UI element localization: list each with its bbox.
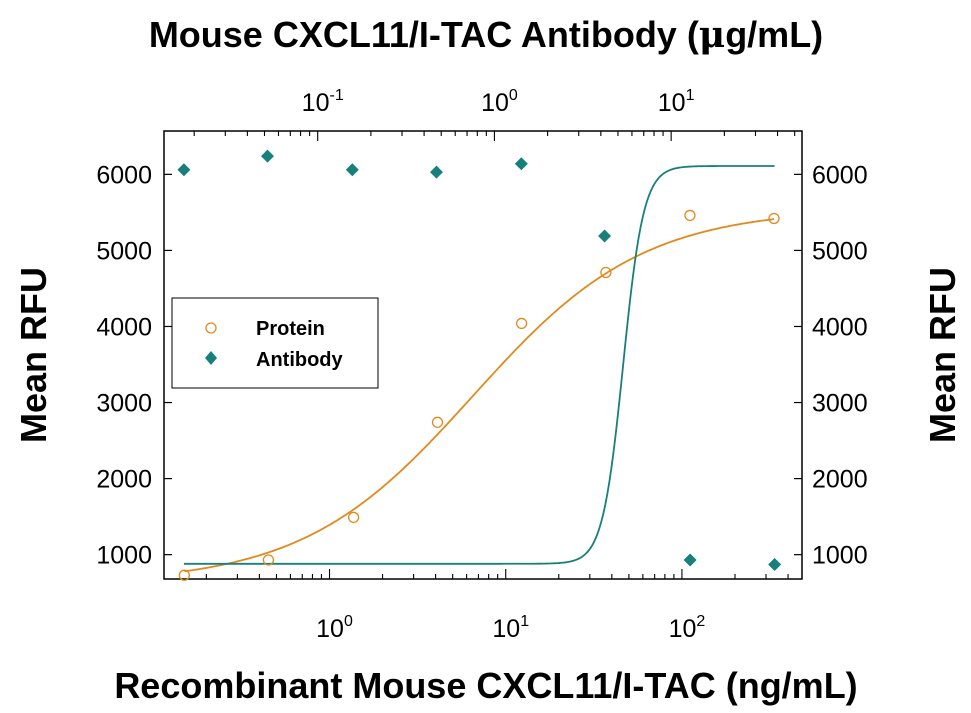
antibody-data-point xyxy=(683,553,697,567)
x-bottom-tick-label: 102 xyxy=(669,613,706,643)
antibody-fit-curve xyxy=(183,165,775,565)
x-axis-label: Recombinant Mouse CXCL11/I-TAC (ng/mL) xyxy=(114,665,857,706)
y-tick-label-right: 6000 xyxy=(812,161,868,189)
legend-box xyxy=(171,297,379,389)
chart-title: Mouse CXCL11/I-TAC Antibody (μg/mL) xyxy=(149,14,823,56)
y-tick-label-right: 2000 xyxy=(812,466,868,494)
axis-ticks: 1000 1000 2000 2000 3000 3000 4000 4000 5000 5000… xyxy=(96,87,867,643)
protein-data-point xyxy=(178,569,190,581)
y-tick-label-right: 1000 xyxy=(812,542,868,570)
antibody-data-point xyxy=(177,163,191,177)
y-axis-label-left: Mean RFU xyxy=(13,267,54,443)
x-top-tick-label: 10-1 xyxy=(302,87,344,117)
data-points xyxy=(177,149,782,581)
y-tick-label-left: 3000 xyxy=(96,390,152,418)
y-axis-label-right: Mean RFU xyxy=(922,267,963,443)
legend: Protein Antibody xyxy=(171,297,379,389)
protein-data-point xyxy=(347,511,360,524)
y-tick-label-left: 1000 xyxy=(96,542,152,570)
y-tick-label-left: 2000 xyxy=(96,466,152,494)
x-bottom-tick-label: 100 xyxy=(316,613,353,643)
protein-data-point xyxy=(768,212,780,225)
y-tick-label-right: 5000 xyxy=(812,237,868,265)
legend-protein-label: Protein xyxy=(256,318,325,340)
protein-data-point xyxy=(515,317,528,330)
protein-data-point xyxy=(431,416,444,428)
antibody-data-point xyxy=(345,163,359,177)
antibody-data-point xyxy=(768,558,782,572)
legend-protein-marker-icon xyxy=(205,322,217,334)
legend-antibody-marker-icon xyxy=(205,351,217,365)
y-tick-label-left: 5000 xyxy=(96,237,152,265)
antibody-data-point xyxy=(261,149,275,163)
x-top-tick-label: 100 xyxy=(481,87,518,117)
y-tick-label-right: 4000 xyxy=(812,313,868,341)
protein-data-point xyxy=(262,554,275,566)
protein-data-point xyxy=(600,266,612,279)
x-top-tick-label: 101 xyxy=(658,87,695,117)
x-bottom-tick-label: 101 xyxy=(492,613,529,643)
y-tick-label-left: 6000 xyxy=(96,161,152,189)
y-tick-label-right: 3000 xyxy=(812,390,868,418)
plot-frame xyxy=(163,130,803,580)
fit-curves xyxy=(183,165,775,573)
antibody-data-point xyxy=(514,157,528,171)
legend-antibody-label: Antibody xyxy=(256,349,344,371)
y-tick-label-left: 4000 xyxy=(96,313,152,341)
antibody-data-point xyxy=(598,229,612,243)
protein-fit-curve xyxy=(184,218,775,573)
protein-data-point xyxy=(684,209,696,222)
antibody-data-point xyxy=(429,165,443,179)
